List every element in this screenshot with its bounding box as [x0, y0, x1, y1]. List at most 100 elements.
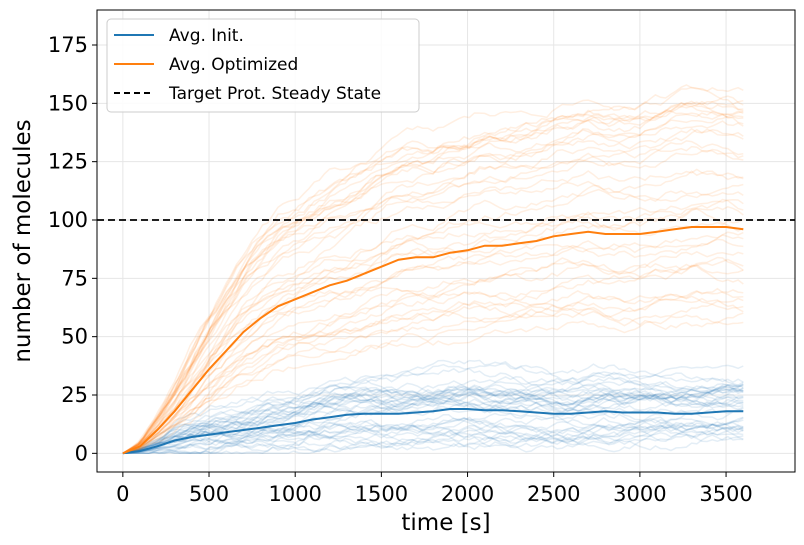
- plot-frame: [96, 9, 796, 473]
- optimized-trace: [122, 238, 744, 454]
- init-trace: [122, 387, 744, 455]
- optimized-trace: [122, 231, 744, 455]
- x-tick-label: 500: [189, 482, 229, 506]
- optimized-trace: [122, 188, 744, 454]
- optimized-trace: [122, 100, 744, 454]
- init-trace: [122, 422, 744, 455]
- init-trace: [122, 414, 744, 455]
- x-axis-label: time [s]: [401, 510, 490, 536]
- init-trace: [122, 416, 744, 455]
- init-trace: [122, 431, 744, 455]
- optimized-trace: [122, 110, 744, 454]
- init-trace: [122, 383, 744, 455]
- init-trace: [122, 416, 744, 455]
- init-trace: [122, 380, 744, 455]
- optimized-trace: [122, 183, 744, 454]
- y-tick-label: 150: [48, 91, 88, 115]
- optimized-trace: [122, 170, 744, 454]
- init-trace: [122, 384, 744, 455]
- optimized-trace: [122, 263, 744, 455]
- init-trace: [122, 385, 744, 455]
- legend-label-target: Target Prot. Steady State: [168, 84, 381, 104]
- x-tick-label: 0: [116, 482, 129, 506]
- optimized-trace: [122, 110, 744, 454]
- optimized-trace: [122, 208, 744, 454]
- optimized-trace: [122, 100, 744, 454]
- init-trace: [122, 377, 744, 455]
- y-axis-label: number of molecules: [10, 119, 36, 362]
- optimized-trace: [122, 145, 744, 454]
- optimized-trace: [122, 289, 744, 455]
- legend: Avg. Init. Avg. Optimized Target Prot. S…: [106, 18, 420, 113]
- optimized-trace: [122, 205, 744, 454]
- optimized-trace: [122, 84, 744, 454]
- legend-label-avg-optimized: Avg. Optimized: [169, 55, 298, 75]
- optimized-trace: [122, 102, 744, 454]
- init-trace: [122, 387, 744, 455]
- y-axis-ticks: 0 25 50 75 100 125 150 175: [48, 33, 97, 465]
- average-lines: [97, 219, 795, 455]
- init-trace: [122, 422, 744, 455]
- init-trace: [122, 410, 744, 455]
- y-tick-label: 0: [75, 441, 88, 465]
- optimized-trace: [122, 198, 744, 454]
- optimized-trace: [122, 198, 744, 454]
- y-tick-label: 100: [48, 208, 88, 232]
- x-tick-label: 1000: [268, 482, 321, 506]
- init-trace: [122, 423, 744, 455]
- init-trace: [122, 406, 744, 455]
- axes-frame: [96, 9, 796, 473]
- init-trace: [122, 396, 744, 455]
- optimized-trace: [122, 234, 744, 455]
- avg-optimized-line: [122, 226, 744, 455]
- simulation-traces: [122, 84, 744, 455]
- y-tick-label: 75: [61, 266, 88, 290]
- init-trace: [122, 419, 744, 455]
- init-trace: [122, 387, 744, 455]
- x-tick-label: 2500: [527, 482, 580, 506]
- init-trace: [122, 363, 744, 455]
- y-tick-label: 50: [61, 325, 88, 349]
- init-trace: [122, 387, 744, 455]
- init-trace: [122, 418, 744, 455]
- optimized-trace: [122, 168, 744, 454]
- avg-init-line: [122, 408, 744, 455]
- optimized-trace: [122, 110, 744, 454]
- optimized-trace: [122, 295, 744, 455]
- optimized-trace: [122, 287, 744, 455]
- init-trace: [122, 384, 744, 455]
- x-tick-label: 2000: [441, 482, 494, 506]
- init-trace: [122, 423, 744, 455]
- optimized-trace: [122, 128, 744, 454]
- optimized-trace: [122, 105, 744, 454]
- init-trace: [122, 390, 744, 455]
- optimized-trace: [122, 320, 744, 455]
- optimized-trace: [122, 258, 744, 455]
- init-trace: [122, 421, 744, 455]
- init-trace: [122, 362, 744, 455]
- init-trace: [122, 382, 744, 455]
- init-trace: [122, 373, 744, 455]
- init-trace: [122, 359, 744, 455]
- optimized-trace: [122, 262, 744, 455]
- init-trace: [122, 388, 744, 455]
- optimized-trace: [122, 127, 744, 454]
- init-trace: [122, 378, 744, 455]
- optimized-trace: [122, 297, 744, 455]
- init-trace: [122, 384, 744, 455]
- optimized-trace: [122, 256, 744, 455]
- legend-box: [106, 18, 420, 113]
- grid: [97, 10, 795, 472]
- optimized-trace: [122, 308, 744, 455]
- y-tick-label: 125: [48, 150, 88, 174]
- y-tick-label: 175: [48, 33, 88, 57]
- legend-label-avg-init: Avg. Init.: [169, 26, 244, 46]
- init-trace: [122, 385, 744, 455]
- x-tick-label: 3500: [699, 482, 752, 506]
- optimized-trace: [122, 86, 744, 454]
- x-tick-label: 3000: [613, 482, 666, 506]
- x-tick-label: 1500: [355, 482, 408, 506]
- optimized-trace: [122, 120, 744, 454]
